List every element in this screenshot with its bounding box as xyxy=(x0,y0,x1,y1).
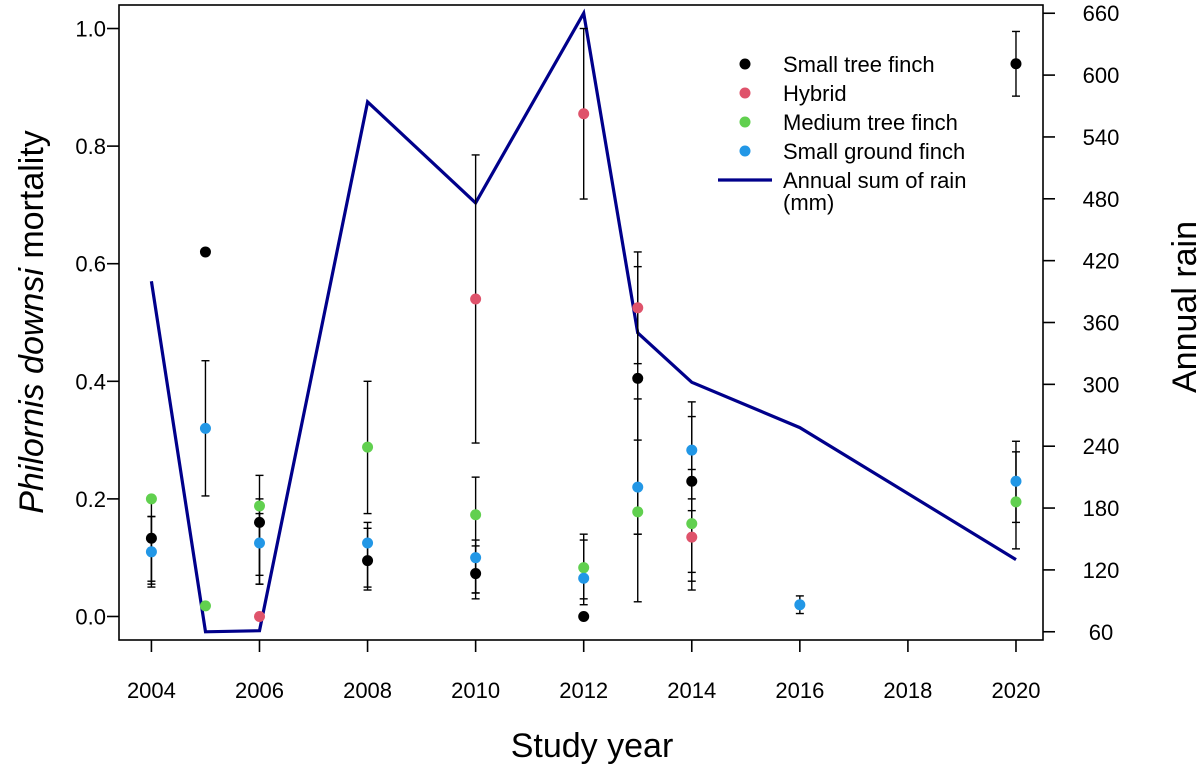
point-medium-tree-finch xyxy=(632,506,644,518)
y-axis-title-rest: mortality xyxy=(13,130,51,268)
legend-label: Small tree finch xyxy=(783,52,935,77)
x-axis-title: Study year xyxy=(511,727,674,765)
point-small-tree-finch xyxy=(578,610,590,622)
y2-tick-label: 120 xyxy=(1083,558,1120,583)
rain-line-layer xyxy=(149,8,1017,634)
y2-tick-label: 600 xyxy=(1083,63,1120,88)
y-tick-label: 0.2 xyxy=(75,487,106,512)
point-small-ground-finch xyxy=(470,552,482,564)
y2-tick-label: 300 xyxy=(1083,372,1120,397)
x-tick-label: 2014 xyxy=(667,678,716,703)
point-small-tree-finch xyxy=(686,475,698,487)
legend-marker-medium-tree-finch xyxy=(739,116,751,128)
x-tick-label: 2010 xyxy=(451,678,500,703)
point-small-ground-finch xyxy=(578,572,590,584)
x-tick-label: 2012 xyxy=(559,678,608,703)
y2-tick-label: 420 xyxy=(1083,249,1120,274)
rain-line xyxy=(149,8,1017,634)
y2-tick-label: 360 xyxy=(1083,311,1120,336)
legend-label: Annual sum of rain xyxy=(783,168,966,193)
point-small-ground-finch xyxy=(199,422,211,434)
point-hybrid xyxy=(686,531,698,543)
legend-label: Hybrid xyxy=(783,81,847,106)
point-medium-tree-finch xyxy=(578,562,590,574)
legend-marker-hybrid xyxy=(739,87,751,99)
y2-tick-label: 660 xyxy=(1083,1,1120,26)
point-small-ground-finch xyxy=(253,537,265,549)
point-small-tree-finch xyxy=(199,246,211,258)
point-small-ground-finch xyxy=(1010,475,1022,487)
x-tick-label: 2020 xyxy=(992,678,1041,703)
point-small-ground-finch xyxy=(794,599,806,611)
point-medium-tree-finch xyxy=(253,500,265,512)
point-small-tree-finch xyxy=(470,568,482,580)
point-small-tree-finch xyxy=(632,372,644,384)
data-points xyxy=(145,58,1022,622)
point-medium-tree-finch xyxy=(686,518,698,530)
point-medium-tree-finch xyxy=(470,509,482,521)
legend-marker-small-ground-finch xyxy=(739,145,751,157)
point-medium-tree-finch xyxy=(1010,496,1022,508)
y-tick-label: 0.8 xyxy=(75,134,106,159)
x-axis: 2004 2006 2008 2010 2012 2014 2016 2018 2020 xyxy=(127,640,1041,703)
y2-tick-label: 240 xyxy=(1083,434,1120,459)
y-axis-right: 60 120 180 240 300 360 420 480 540 600 660 xyxy=(1043,1,1119,645)
y2-tick-label: 60 xyxy=(1089,620,1113,645)
legend-marker-small-tree-finch xyxy=(739,58,751,70)
x-tick-label: 2018 xyxy=(883,678,932,703)
point-small-ground-finch xyxy=(686,444,698,456)
y-tick-label: 0.4 xyxy=(75,369,106,394)
point-medium-tree-finch xyxy=(362,441,374,453)
point-hybrid xyxy=(253,610,265,622)
y2-axis-title: Annual rain xyxy=(1166,221,1200,393)
y2-tick-label: 180 xyxy=(1083,496,1120,521)
y-tick-label: 1.0 xyxy=(75,17,106,42)
legend-label: Small ground finch xyxy=(783,139,965,164)
legend: Small tree finch Hybrid Medium tree finch S… xyxy=(718,52,966,215)
y-axis-title: Philornis downsi mortality xyxy=(13,130,51,514)
y-axis-title-italic: Philornis downsi xyxy=(13,267,51,514)
y2-tick-label: 540 xyxy=(1083,125,1120,150)
point-small-tree-finch xyxy=(145,532,157,544)
x-tick-label: 2008 xyxy=(343,678,392,703)
point-hybrid xyxy=(470,293,482,305)
point-hybrid xyxy=(632,302,644,314)
x-tick-label: 2004 xyxy=(127,678,176,703)
point-small-tree-finch xyxy=(1010,58,1022,70)
point-hybrid xyxy=(578,108,590,120)
point-small-tree-finch xyxy=(253,516,265,528)
y-axis-left: 0.0 0.2 0.4 0.6 0.8 1.0 xyxy=(75,17,119,629)
x-tick-label: 2016 xyxy=(775,678,824,703)
y-tick-label: 0.6 xyxy=(75,252,106,277)
legend-label-cont: (mm) xyxy=(783,190,834,215)
point-small-ground-finch xyxy=(145,546,157,558)
x-tick-label: 2006 xyxy=(235,678,284,703)
y2-tick-label: 480 xyxy=(1083,187,1120,212)
point-medium-tree-finch xyxy=(199,600,211,612)
point-medium-tree-finch xyxy=(145,493,157,505)
y-tick-label: 0.0 xyxy=(75,604,106,629)
point-small-ground-finch xyxy=(632,481,644,493)
legend-label: Medium tree finch xyxy=(783,110,958,135)
point-small-ground-finch xyxy=(362,537,374,549)
point-small-tree-finch xyxy=(362,555,374,567)
